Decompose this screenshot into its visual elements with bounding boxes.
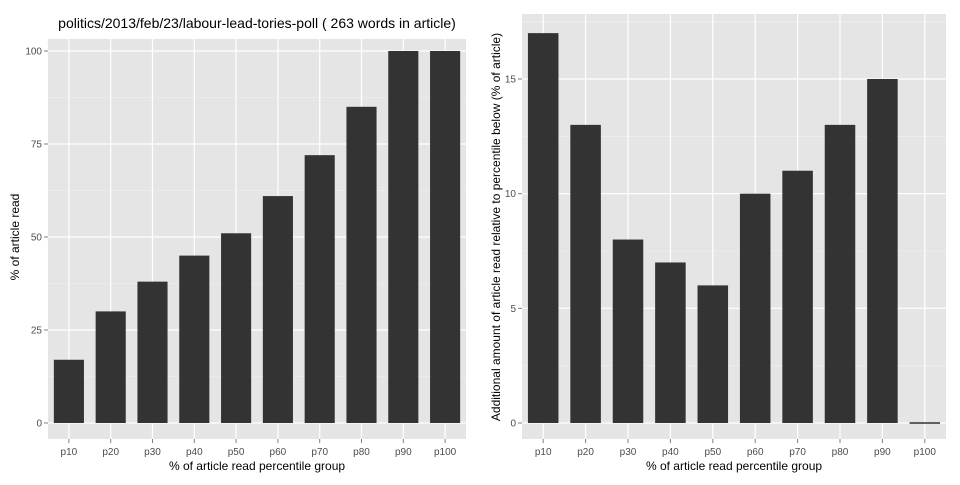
left-x-tick-label: p90 [395, 447, 412, 458]
right-x-tick-label: p80 [832, 447, 849, 458]
right-x-axis-title: % of article read percentile group [646, 459, 822, 473]
left-x-tick-label: p40 [186, 447, 203, 458]
right-y-tick-label: 5 [510, 304, 516, 315]
right-x-tick-label: p10 [535, 447, 552, 458]
left-x-tick-label: p20 [102, 447, 119, 458]
left-x-axis-title: % of article read percentile group [169, 459, 345, 473]
left-x-tick-label: p10 [61, 447, 78, 458]
right-bar-p40 [655, 262, 686, 423]
right-x-tick-label: p90 [874, 447, 891, 458]
right-x-tick-label: p70 [789, 447, 806, 458]
left-x-tick-label: p100 [434, 447, 457, 458]
left-bar-p10 [53, 359, 84, 423]
left-bar-p30 [137, 281, 168, 423]
left-bar-p70 [304, 155, 335, 423]
left-y-tick-label: 50 [31, 233, 43, 244]
right-y-tick-label: 10 [505, 189, 517, 200]
right-x-tick-label: p30 [620, 447, 637, 458]
left-y-tick-label: 25 [31, 326, 43, 337]
left-bar-p90 [388, 51, 419, 423]
left-y-axis-title: % of article read [8, 194, 22, 281]
right-y-tick-label: 0 [510, 419, 516, 430]
left-bar-p40 [179, 255, 210, 423]
right-bar-p60 [739, 193, 771, 423]
left-chart-title: politics/2013/feb/23/labour-lead-tories-… [58, 15, 456, 31]
left-x-tick-label: p70 [311, 447, 328, 458]
right-bar-p80 [824, 124, 856, 423]
left-x-tick-label: p80 [353, 447, 370, 458]
left-bar-p20 [95, 311, 126, 423]
right-bar-p90 [867, 79, 898, 423]
right-x-tick-label: p100 [914, 447, 937, 458]
right-bar-p50 [697, 285, 729, 423]
right-x-tick-label: p50 [704, 447, 721, 458]
right-bar-p30 [612, 239, 644, 423]
left-bar-p60 [262, 196, 293, 423]
right-bar-p10 [527, 33, 559, 424]
left-x-tick-label: p50 [228, 447, 245, 458]
left-bar-p100 [430, 51, 461, 423]
right-x-tick-label: p20 [577, 447, 594, 458]
left-y-tick-label: 100 [25, 47, 42, 58]
right-y-axis-title: Additional amount of article read relati… [489, 33, 503, 421]
left-x-tick-label: p30 [144, 447, 161, 458]
left-bar-p50 [221, 233, 252, 423]
left-y-tick-label: 75 [31, 140, 43, 151]
left-bar-p80 [346, 106, 377, 424]
right-x-tick-label: p40 [662, 447, 679, 458]
right-x-tick-label: p60 [747, 447, 764, 458]
left-y-tick-label: 0 [36, 419, 42, 430]
left-x-tick-label: p60 [270, 447, 287, 458]
right-y-tick-label: 15 [505, 75, 517, 86]
right-bar-p20 [570, 124, 601, 423]
right-bar-p70 [782, 170, 813, 423]
